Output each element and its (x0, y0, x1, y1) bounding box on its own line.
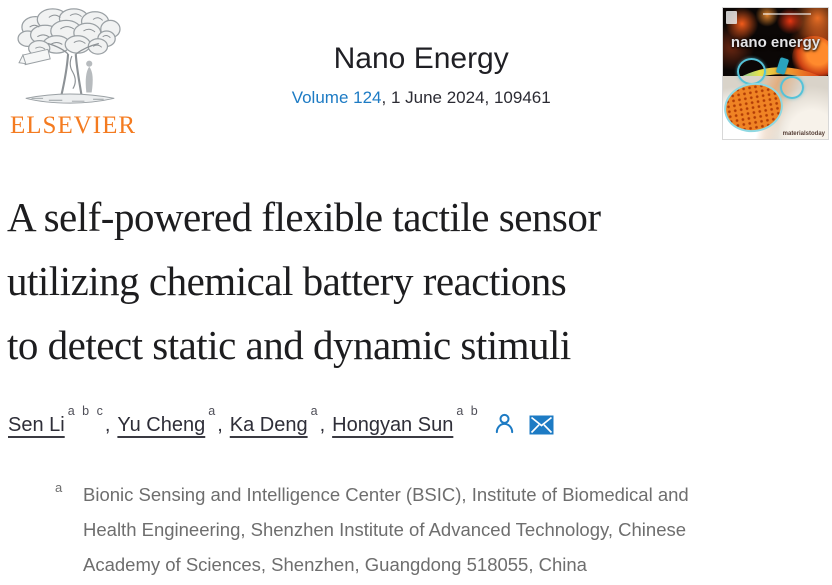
article-title-line: to detect static and dynamic stimuli (7, 322, 571, 368)
cover-issue-box (726, 11, 737, 24)
article-title-line: utilizing chemical battery reactions (7, 258, 567, 304)
author-link[interactable]: Hongyan Sun (332, 414, 454, 436)
author-link[interactable]: Yu Cheng (117, 414, 206, 436)
affiliation-label: a (55, 480, 63, 495)
article-title-line: A self-powered flexible tactile sensor (7, 194, 601, 240)
author-affiliation-sup: a (310, 404, 320, 419)
author-affiliation-sup: a b c (67, 404, 105, 419)
author-list: Sen Lia b c, Yu Chenga, Ka Denga, Hongyan S… (8, 404, 554, 441)
author-link[interactable]: Sen Li (8, 414, 65, 436)
journal-cover-thumbnail[interactable]: nano energy materialstoday (722, 7, 829, 140)
author-affiliation-sup: a (208, 404, 218, 419)
volume-link[interactable]: Volume 124 (291, 88, 382, 107)
cover-issue-line (763, 13, 811, 15)
affiliation-line: Health Engineering, Shenzhen Institute o… (83, 519, 687, 540)
author-link[interactable]: Ka Deng (229, 414, 308, 436)
corresponding-author-email-button[interactable] (529, 415, 554, 441)
issue-date-text: , 1 June 2024, 109461 (381, 88, 551, 107)
cover-circle-art (780, 76, 804, 99)
author-affiliation-sup: a b (456, 404, 480, 419)
author-separator: , (104, 414, 111, 436)
affiliation-text: Bionic Sensing and Intelligence Center (… (83, 477, 825, 582)
issue-info: Volume 124, 1 June 2024, 109461 (161, 88, 681, 108)
cover-circle-art (737, 58, 766, 85)
author[interactable]: Sen Lia b c (8, 404, 105, 436)
journal-title-link[interactable]: Nano Energy (333, 42, 509, 75)
author[interactable]: Ka Denga (229, 404, 320, 436)
author-separator: , (319, 414, 326, 436)
person-icon (495, 413, 513, 434)
elsevier-wordmark: ELSEVIER (10, 112, 137, 139)
cover-journal-title: nano energy (730, 34, 821, 51)
author[interactable]: Hongyan Suna b (332, 404, 480, 436)
cover-materialstoday-brand: materialstoday (782, 131, 825, 137)
affiliation-line: Academy of Sciences, Shenzhen, Guangdong… (83, 554, 587, 575)
article-title: A self-powered flexible tactile sensor u… (7, 185, 601, 377)
author[interactable]: Yu Chenga (117, 404, 217, 436)
elsevier-tree-logo (17, 8, 121, 104)
journal-header: Nano Energy Volume 124, 1 June 2024, 109… (161, 42, 681, 108)
affiliation-line: Bionic Sensing and Intelligence Center (… (83, 484, 689, 505)
author-separator: , (217, 414, 223, 436)
affiliation: a Bionic Sensing and Intelligence Center… (55, 477, 825, 582)
envelope-icon (529, 415, 554, 435)
elsevier-logo[interactable]: ELSEVIER (10, 6, 137, 139)
author-info-button[interactable] (493, 412, 516, 441)
